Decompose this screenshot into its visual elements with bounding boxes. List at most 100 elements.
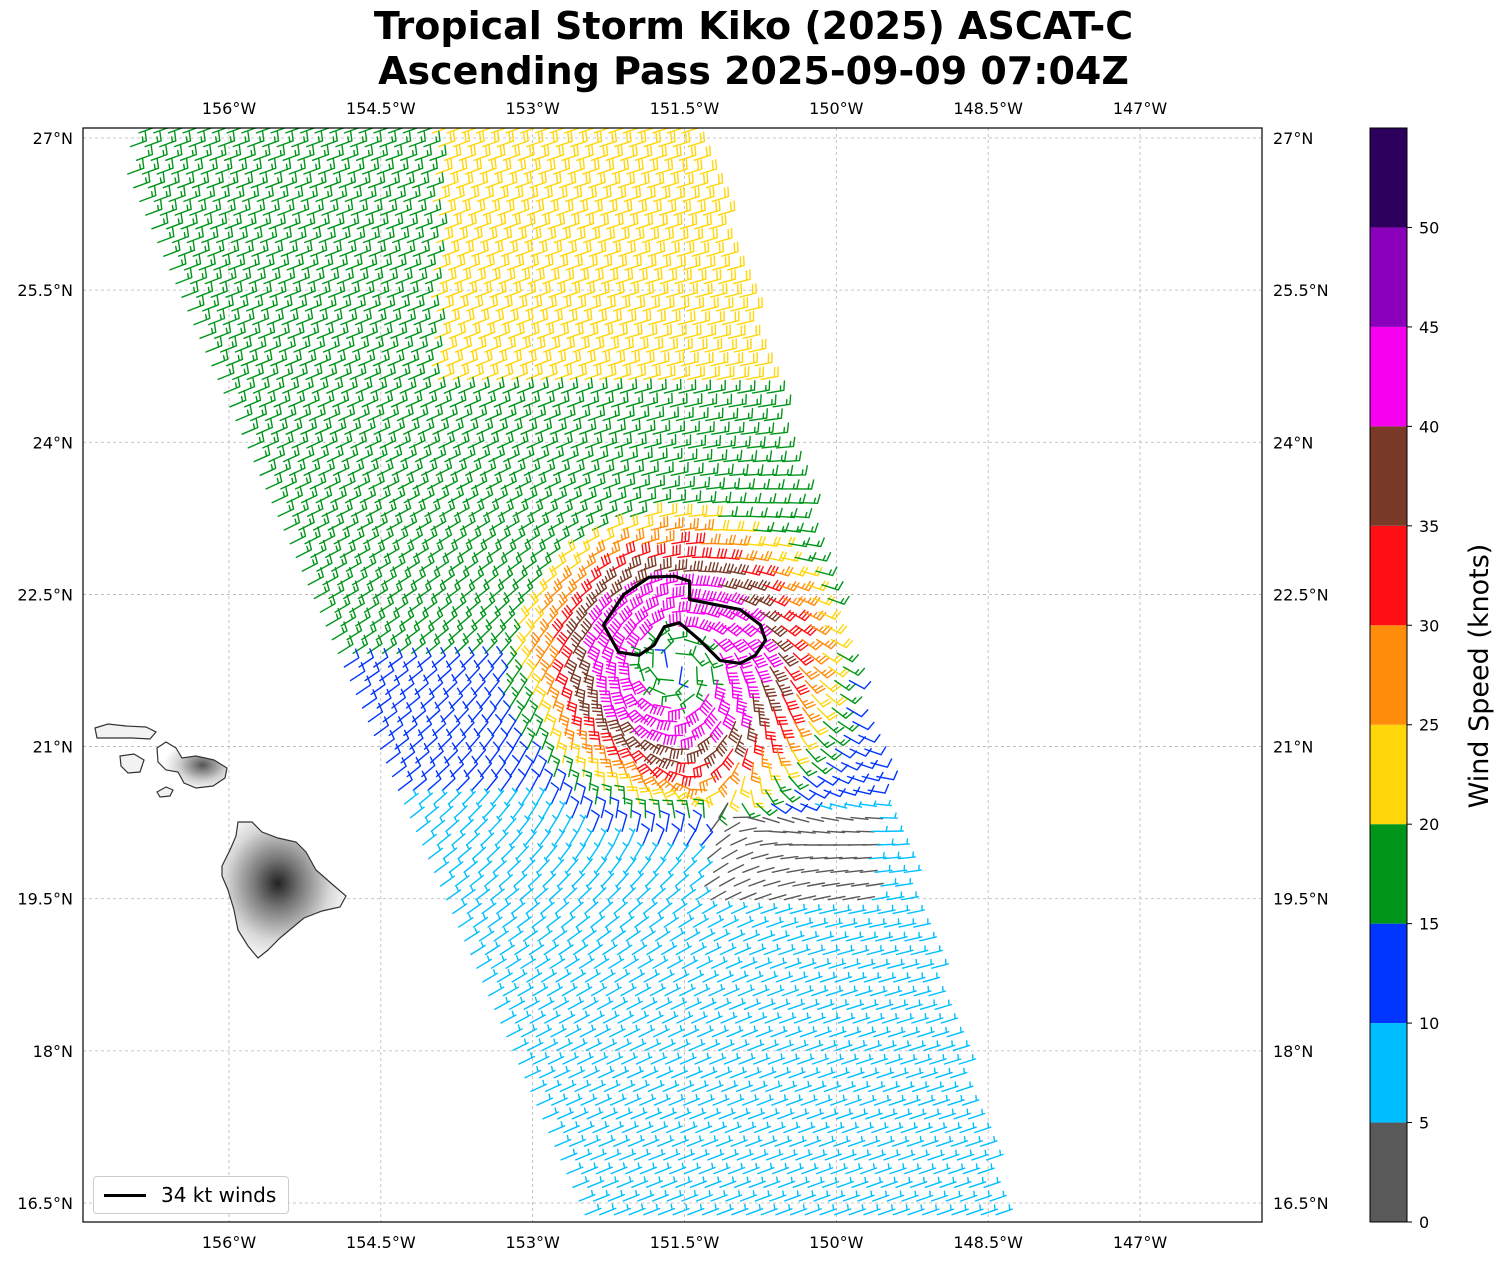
wind-barb-1526 [714,679,726,702]
wind-barb-2010 [513,871,528,887]
wind-barb-1371 [472,605,487,627]
wind-barb-1936 [862,843,881,846]
wind-barb-1211 [721,549,743,560]
wind-barb-2746 [628,1203,646,1216]
wind-barb-1728 [692,762,711,779]
wind-barb-74 [658,131,676,148]
wind-barb-727 [599,364,617,381]
wind-barb-712 [378,363,396,381]
wind-barb-1102 [688,504,708,517]
wind-barb-2084 [672,899,688,915]
wind-barb-1700 [790,748,810,765]
wind-barb-2153 [757,930,775,942]
wind-barb-32 [608,128,626,134]
wind-barb-1137 [679,517,699,531]
wind-barb-2506 [536,1093,554,1106]
wind-barb-2585 [827,1121,845,1134]
wind-barb-1855 [622,797,633,819]
wind-barb-1002 [294,472,312,490]
wind-barb-1837 [844,801,863,808]
wind-barb-503 [650,282,669,298]
wind-barb-2443 [929,1053,947,1065]
wind-barb-1208 [677,545,697,559]
wind-barb-1668 [814,734,836,749]
wind-barb-230 [638,186,656,203]
wind-barb-2370 [755,1025,773,1038]
wind-barb-2394 [659,1038,676,1052]
wind-barb-394 [183,254,202,271]
legend-label: 34 kt winds [161,1183,277,1207]
wind-barb-699 [739,352,758,367]
wind-barb-2182 [719,942,737,956]
wind-barb-208 [315,185,333,203]
wind-barb-87 [282,144,300,161]
wind-barb-2685 [572,1176,590,1188]
wind-barb-1947 [545,842,558,860]
wind-barb-545 [701,296,719,312]
wind-barb-290 [356,213,374,230]
wind-barb-2674 [830,1163,848,1175]
wind-barb-852 [241,417,259,435]
wind-barb-397 [227,254,246,271]
wind-barb-2438 [855,1053,874,1065]
wind-barb-725 [569,363,588,381]
wind-barb-2686 [587,1176,605,1188]
lon-tick-top-3: 151.5°W [650,99,720,118]
wind-barb-2077 [569,898,584,915]
wind-barb-555 [281,308,299,326]
wind-barb-2718 [637,1190,655,1202]
wind-barb-2565 [968,1108,986,1120]
wind-barb-1410 [537,618,550,641]
wind-barb-1059 [594,486,612,504]
wind-barb-342 [553,227,571,244]
wind-barb-1338 [495,592,510,613]
wind-barb-2542 [630,1107,648,1120]
wind-barb-2409 [879,1040,897,1052]
wind-barb-2453 [627,1066,644,1079]
wind-barb-1184 [325,539,342,559]
wind-barb-865 [432,417,450,435]
wind-barb-2422 [621,1052,638,1065]
wind-barb-854 [270,417,288,435]
wind-barb-23 [476,128,493,134]
wind-barb-701 [217,363,235,381]
wind-barb-607 [492,322,511,339]
wind-barb-1344 [583,591,598,613]
wind-barb-1672 [379,729,395,750]
wind-barb-957 [708,449,728,463]
wind-barb-1650 [546,713,557,737]
wind-barb-1558 [661,693,681,707]
wind-barb-2140 [566,927,582,942]
wind-barb-2268 [605,983,622,997]
wind-barb-146 [567,158,585,175]
wind-barb-2012 [542,870,557,887]
wind-barb-507 [709,282,728,298]
wind-barb-215 [418,185,436,203]
wind-barb-622 [713,324,731,339]
wind-barb-2082 [642,899,658,915]
wind-barb-745 [311,376,329,394]
wind-barb-518 [304,294,322,312]
wind-barb-1499 [828,666,851,678]
wind-barb-1449 [597,631,611,654]
wind-barb-1004 [324,471,341,490]
wind-barb-343 [568,227,586,244]
wind-barb-2644 [824,1149,842,1161]
wind-barb-386 [632,241,651,257]
wind-barb-1839 [873,799,892,807]
wind-barb-1060 [609,486,627,504]
wind-barb-2596 [554,1134,572,1147]
wind-barb-847 [705,407,724,422]
wind-barb-185 [558,172,577,189]
wind-barb-2738 [930,1190,949,1202]
wind-barb-694 [666,351,685,367]
wind-barb-2544 [659,1107,677,1120]
34kt-wind-contour [601,574,768,665]
wind-barb-217 [447,185,465,203]
wind-barb-526 [422,294,440,312]
wind-barb-362 [280,240,298,257]
wind-barb-983 [553,458,570,476]
wind-barb-123 [229,158,248,175]
wind-barb-2354 [520,1024,538,1038]
wind-barb-815 [235,404,253,422]
